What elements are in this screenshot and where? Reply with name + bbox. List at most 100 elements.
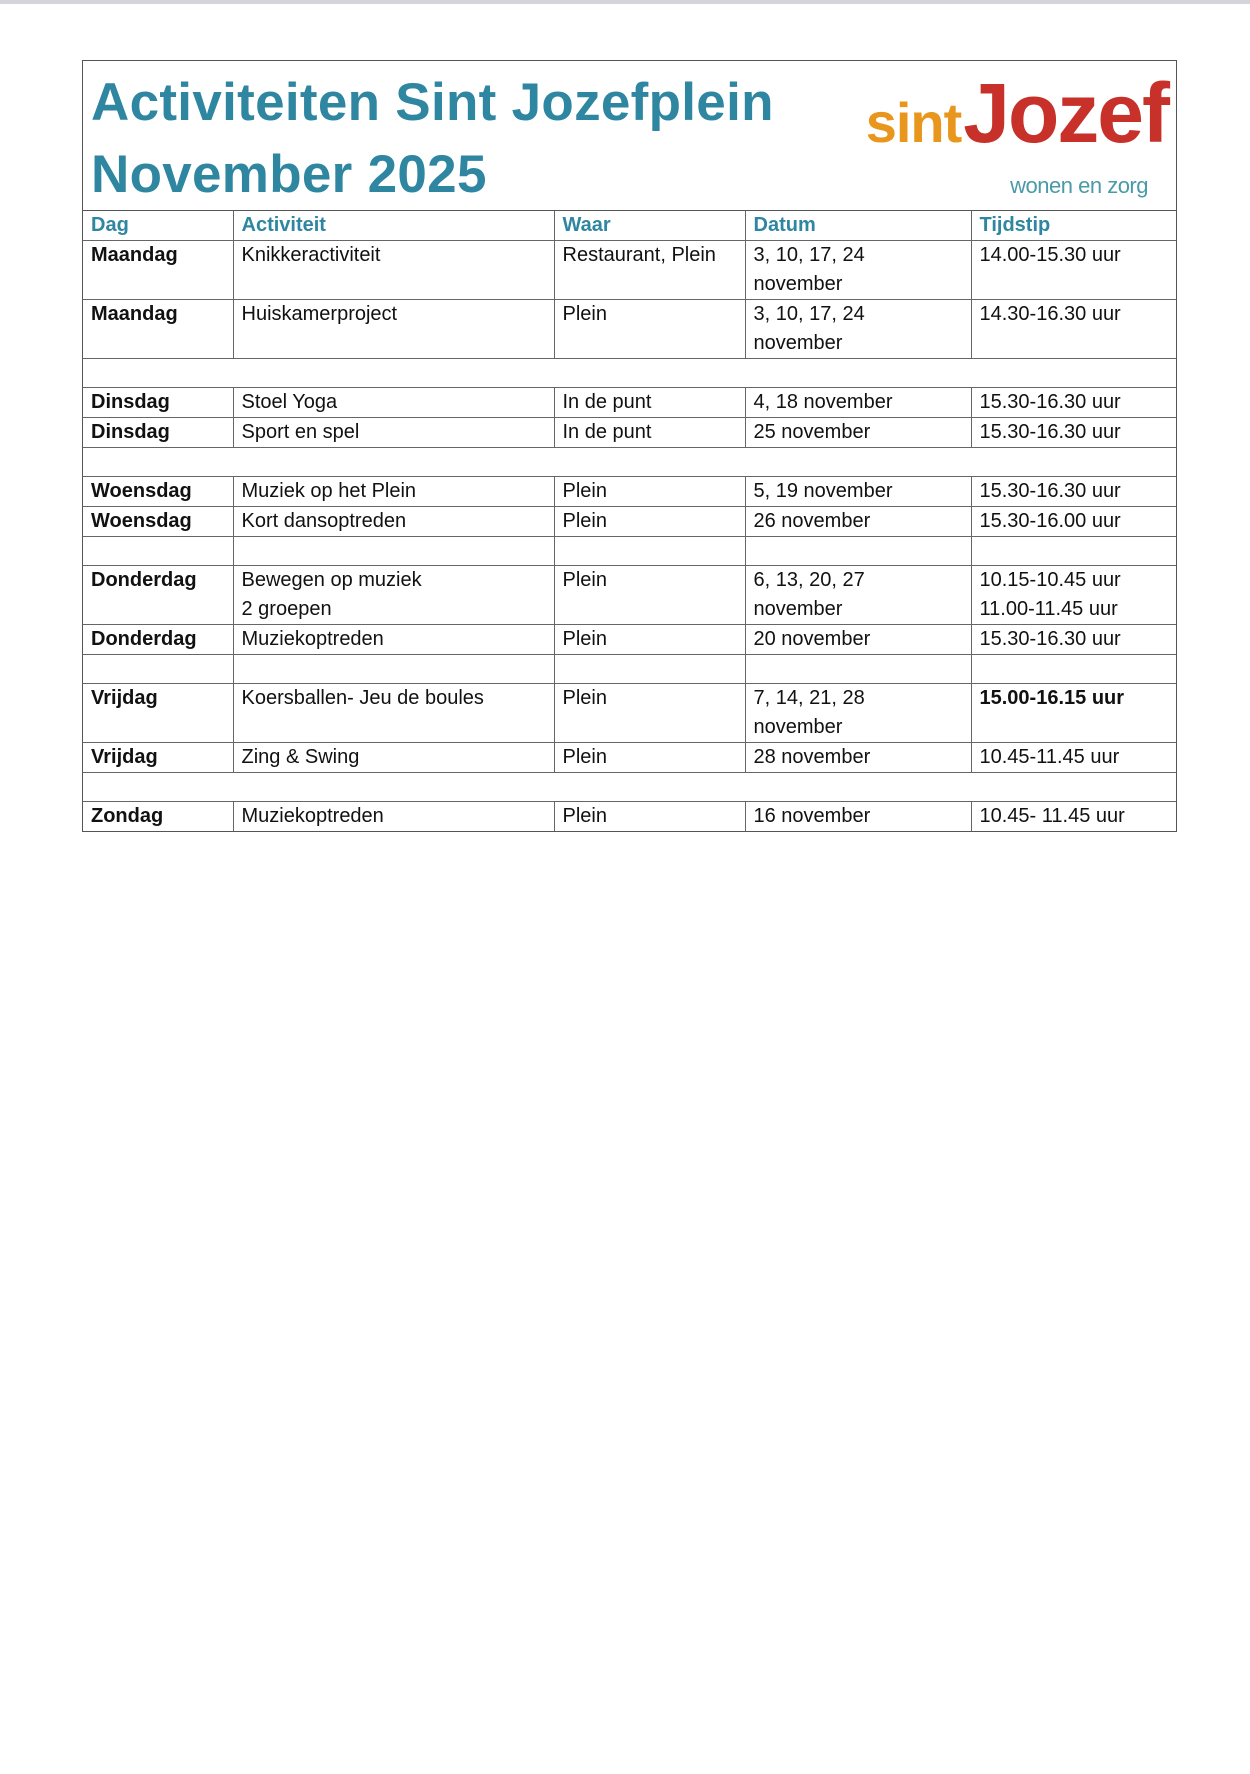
cell-dag: Dinsdag — [83, 417, 234, 448]
cell-tijdstip: 10.45- 11.45 uur — [970, 801, 1176, 831]
empty-cell — [970, 654, 1176, 684]
cell-activiteit: Muziekoptreden — [232, 801, 555, 831]
empty-cell — [83, 447, 1176, 477]
table-row: Woensdag Muziek op het Plein Plein 5, 19 no… — [83, 476, 1176, 507]
cell-tijdstip: 14.30-16.30 uur — [970, 299, 1176, 359]
cell-waar: Plein — [553, 506, 746, 537]
cell-tijdstip: 15.30-16.30 uur — [970, 387, 1176, 418]
table-row: Dinsdag Stoel Yoga In de punt 4, 18 novembe… — [83, 387, 1176, 418]
page-title: Activiteiten Sint Jozefplein November 20… — [91, 67, 774, 211]
table-row: Dinsdag Sport en spel In de punt 25 novembe… — [83, 417, 1176, 448]
title-line-1: Activiteiten Sint Jozefplein — [91, 73, 774, 132]
table-header-row: Dag Activiteit Waar Datum Tijdstip — [83, 211, 1176, 241]
cell-datum: 16 november — [744, 801, 972, 831]
logo-wordmark: sint Jozef — [865, 66, 1170, 165]
spacer-row — [83, 654, 1176, 684]
table-row: Vrijdag Zing & Swing Plein 28 november 10.45… — [83, 742, 1176, 773]
logo-tagline: wonen en zorg — [1010, 173, 1148, 198]
empty-cell — [83, 536, 234, 566]
cell-waar: Plein — [553, 683, 746, 743]
empty-cell — [83, 772, 1176, 802]
cell-dag: Maandag — [83, 240, 234, 300]
empty-cell — [744, 536, 972, 566]
cell-activiteit: Koersballen- Jeu de boules — [232, 683, 555, 743]
cell-tijdstip: 15.00-16.15 uur — [970, 683, 1176, 743]
cell-datum: 25 november — [744, 417, 972, 448]
table-row: Woensdag Kort dansoptreden Plein 26 novembe… — [83, 506, 1176, 537]
cell-waar: In de punt — [553, 387, 746, 418]
column-header: Waar — [553, 211, 746, 241]
cell-waar: In de punt — [553, 417, 746, 448]
cell-activiteit: Knikkeractiviteit — [232, 240, 555, 300]
table-row: Maandag Huiskamerproject Plein 3, 10, 17, 2… — [83, 299, 1176, 359]
cell-dag: Zondag — [83, 801, 234, 831]
cell-tijdstip: 15.30-16.30 uur — [970, 624, 1176, 655]
cell-tijdstip: 14.00-15.30 uur — [970, 240, 1176, 300]
empty-cell — [553, 536, 746, 566]
spacer-row — [83, 536, 1176, 566]
cell-activiteit: Stoel Yoga — [232, 387, 555, 418]
cell-dag: Woensdag — [83, 506, 234, 537]
schedule-header: Activiteiten Sint Jozefplein November 20… — [83, 61, 1176, 211]
cell-datum: 28 november — [744, 742, 972, 773]
table-row: Maandag Knikkeractiviteit Restaurant, Plei… — [83, 240, 1176, 300]
cell-dag: Dinsdag — [83, 387, 234, 418]
top-bar — [0, 0, 1250, 4]
cell-datum: 7, 14, 21, 28 november — [744, 683, 972, 743]
spacer-row — [83, 358, 1176, 388]
empty-cell — [553, 654, 746, 684]
cell-activiteit: Huiskamerproject — [232, 299, 555, 359]
cell-datum: 3, 10, 17, 24 november — [744, 299, 972, 359]
schedule-table: Dag Activiteit Waar Datum Tijdstip Maand… — [83, 211, 1176, 831]
sint-jozef-logo: sint Jozef wonen en zorg — [865, 66, 1170, 199]
empty-cell — [232, 654, 555, 684]
cell-datum: 6, 13, 20, 27 november — [744, 565, 972, 625]
spacer-row — [83, 447, 1176, 477]
cell-activiteit: Zing & Swing — [232, 742, 555, 773]
cell-waar: Plein — [553, 624, 746, 655]
table-row: Donderdag Muziekoptreden Plein 20 november 1… — [83, 624, 1176, 655]
title-line-2: November 2025 — [91, 145, 487, 204]
cell-waar: Plein — [553, 299, 746, 359]
empty-cell — [83, 358, 1176, 388]
cell-activiteit: Kort dansoptreden — [232, 506, 555, 537]
cell-activiteit: Bewegen op muziek 2 groepen — [232, 565, 555, 625]
cell-dag: Maandag — [83, 299, 234, 359]
cell-activiteit: Muziek op het Plein — [232, 476, 555, 507]
cell-waar: Plein — [553, 801, 746, 831]
cell-activiteit: Muziekoptreden — [232, 624, 555, 655]
empty-cell — [232, 536, 555, 566]
logo-jozef: Jozef — [963, 66, 1170, 160]
cell-tijdstip: 15.30-16.00 uur — [970, 506, 1176, 537]
cell-activiteit: Sport en spel — [232, 417, 555, 448]
cell-dag: Donderdag — [83, 565, 234, 625]
cell-datum: 5, 19 november — [744, 476, 972, 507]
table-row: Zondag Muziekoptreden Plein 16 november 10.4… — [83, 801, 1176, 831]
cell-waar: Plein — [553, 742, 746, 773]
empty-cell — [744, 654, 972, 684]
column-header: Datum — [744, 211, 972, 241]
cell-dag: Vrijdag — [83, 742, 234, 773]
cell-tijdstip: 15.30-16.30 uur — [970, 417, 1176, 448]
column-header: Tijdstip — [970, 211, 1176, 241]
cell-waar: Plein — [553, 565, 746, 625]
column-header: Dag — [83, 211, 234, 241]
cell-waar: Restaurant, Plein — [553, 240, 746, 300]
cell-dag: Woensdag — [83, 476, 234, 507]
table-row: Donderdag Bewegen op muziek 2 groepen Plei… — [83, 565, 1176, 625]
column-header: Activiteit — [232, 211, 555, 241]
cell-waar: Plein — [553, 476, 746, 507]
cell-datum: 20 november — [744, 624, 972, 655]
cell-dag: Vrijdag — [83, 683, 234, 743]
cell-datum: 4, 18 november — [744, 387, 972, 418]
empty-cell — [83, 654, 234, 684]
table-row: Vrijdag Koersballen- Jeu de boules Plein 7,… — [83, 683, 1176, 743]
cell-tijdstip: 15.30-16.30 uur — [970, 476, 1176, 507]
logo-sint: sint — [865, 91, 963, 154]
activity-schedule: Activiteiten Sint Jozefplein November 20… — [82, 60, 1177, 832]
empty-cell — [970, 536, 1176, 566]
cell-dag: Donderdag — [83, 624, 234, 655]
cell-tijdstip: 10.15-10.45 uur 11.00-11.45 uur — [970, 565, 1176, 625]
cell-datum: 3, 10, 17, 24 november — [744, 240, 972, 300]
cell-tijdstip: 10.45-11.45 uur — [970, 742, 1176, 773]
